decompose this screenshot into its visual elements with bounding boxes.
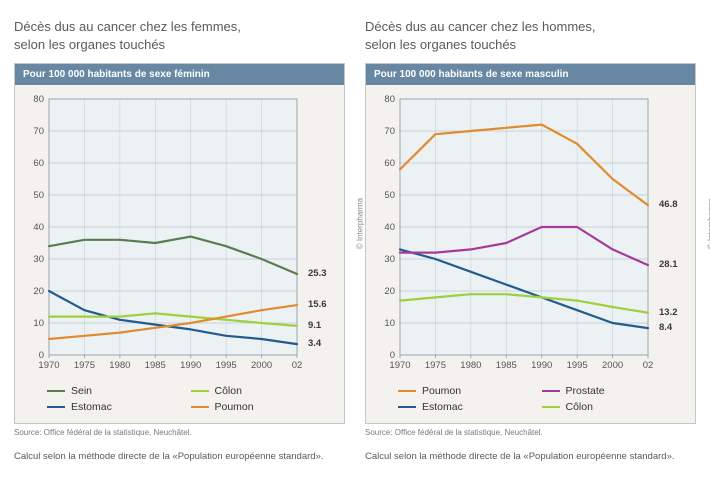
legend-swatch (47, 406, 65, 408)
svg-text:1980: 1980 (109, 360, 130, 371)
legend-label: Côlon (566, 401, 593, 413)
legend-item: Estomac (398, 401, 542, 413)
end-value-label: 8.4 (659, 322, 672, 333)
svg-text:30: 30 (33, 254, 44, 265)
svg-text:50: 50 (384, 190, 395, 201)
legend-swatch (542, 390, 560, 392)
legend-swatch (542, 406, 560, 408)
legend-label: Prostate (566, 385, 605, 397)
svg-text:80: 80 (384, 94, 395, 105)
svg-text:50: 50 (33, 190, 44, 201)
end-value-label: 13.2 (659, 307, 678, 318)
plot-wrap: 0102030405060708019701975198019851990199… (366, 85, 695, 379)
svg-text:20: 20 (33, 286, 44, 297)
legend-label: Poumon (422, 385, 461, 397)
legend-swatch (191, 390, 209, 392)
svg-text:1990: 1990 (531, 360, 552, 371)
legend-label: Côlon (215, 385, 242, 397)
chart-header: Pour 100 000 habitants de sexe féminin (15, 64, 344, 85)
panel-men: Décès dus au cancer chez les hommes, sel… (365, 18, 696, 488)
end-value-label: 46.8 (659, 199, 678, 210)
plot-wrap: 0102030405060708019701975198019851990199… (15, 85, 344, 379)
legend-item: Estomac (47, 401, 191, 413)
legend-swatch (398, 406, 416, 408)
legend-item: Poumon (191, 401, 335, 413)
svg-text:1970: 1970 (38, 360, 59, 371)
chart-header: Pour 100 000 habitants de sexe masculin (366, 64, 695, 85)
svg-text:70: 70 (384, 126, 395, 137)
legend: Poumon Prostate Estomac Côlon (366, 379, 695, 423)
footnote-text: Calcul selon la méthode directe de la «P… (14, 451, 345, 462)
svg-text:60: 60 (33, 158, 44, 169)
svg-text:1985: 1985 (496, 360, 517, 371)
legend-label: Estomac (71, 401, 112, 413)
svg-text:40: 40 (33, 222, 44, 233)
legend-item: Prostate (542, 385, 686, 397)
end-value-label: 15.6 (308, 299, 327, 310)
panel-title: Décès dus au cancer chez les femmes, sel… (14, 18, 345, 53)
end-value-label: 9.1 (308, 320, 321, 331)
svg-text:10: 10 (33, 318, 44, 329)
panel-title: Décès dus au cancer chez les hommes, sel… (365, 18, 696, 53)
legend-label: Sein (71, 385, 92, 397)
line-chart: 0102030405060708019701975198019851990199… (374, 93, 654, 373)
legend-item: Poumon (398, 385, 542, 397)
svg-text:1990: 1990 (180, 360, 201, 371)
title-line: selon les organes touchés (365, 36, 696, 54)
end-value-label: 3.4 (308, 338, 321, 349)
svg-text:1980: 1980 (460, 360, 481, 371)
footnote-text: Calcul selon la méthode directe de la «P… (365, 451, 696, 462)
svg-text:20: 20 (384, 286, 395, 297)
svg-text:1995: 1995 (567, 360, 588, 371)
line-chart: 0102030405060708019701975198019851990199… (23, 93, 303, 373)
legend-item: Côlon (191, 385, 335, 397)
svg-text:2000: 2000 (602, 360, 623, 371)
svg-text:02: 02 (292, 360, 303, 371)
chart-box: Pour 100 000 habitants de sexe féminin 0… (14, 63, 345, 424)
panel-women: Décès dus au cancer chez les femmes, sel… (14, 18, 345, 488)
credit-text: © Interpharma (706, 198, 710, 249)
svg-text:1985: 1985 (145, 360, 166, 371)
end-value-label: 25.3 (308, 268, 327, 279)
credit-text: © Interpharma (355, 198, 364, 249)
source-text: Source: Office fédéral de la statistique… (365, 428, 696, 437)
legend-swatch (47, 390, 65, 392)
title-line: Décès dus au cancer chez les hommes, (365, 18, 696, 36)
svg-text:1995: 1995 (216, 360, 237, 371)
legend-swatch (191, 406, 209, 408)
title-line: selon les organes touchés (14, 36, 345, 54)
svg-text:10: 10 (384, 318, 395, 329)
legend-item: Sein (47, 385, 191, 397)
svg-text:60: 60 (384, 158, 395, 169)
legend: Sein Côlon Estomac Poumon (15, 379, 344, 423)
svg-text:70: 70 (33, 126, 44, 137)
svg-text:02: 02 (643, 360, 654, 371)
title-line: Décès dus au cancer chez les femmes, (14, 18, 345, 36)
svg-text:30: 30 (384, 254, 395, 265)
chart-box: Pour 100 000 habitants de sexe masculin … (365, 63, 696, 424)
svg-text:80: 80 (33, 94, 44, 105)
legend-item: Côlon (542, 401, 686, 413)
source-text: Source: Office fédéral de la statistique… (14, 428, 345, 437)
legend-label: Estomac (422, 401, 463, 413)
svg-text:40: 40 (384, 222, 395, 233)
svg-text:1970: 1970 (389, 360, 410, 371)
svg-text:2000: 2000 (251, 360, 272, 371)
svg-text:1975: 1975 (74, 360, 95, 371)
end-labels: 25.3 15.6 9.1 3.4 (308, 93, 342, 373)
legend-label: Poumon (215, 401, 254, 413)
legend-swatch (398, 390, 416, 392)
svg-text:1975: 1975 (425, 360, 446, 371)
end-value-label: 28.1 (659, 259, 678, 270)
end-labels: 46.8 28.1 13.2 8.4 (659, 93, 693, 373)
